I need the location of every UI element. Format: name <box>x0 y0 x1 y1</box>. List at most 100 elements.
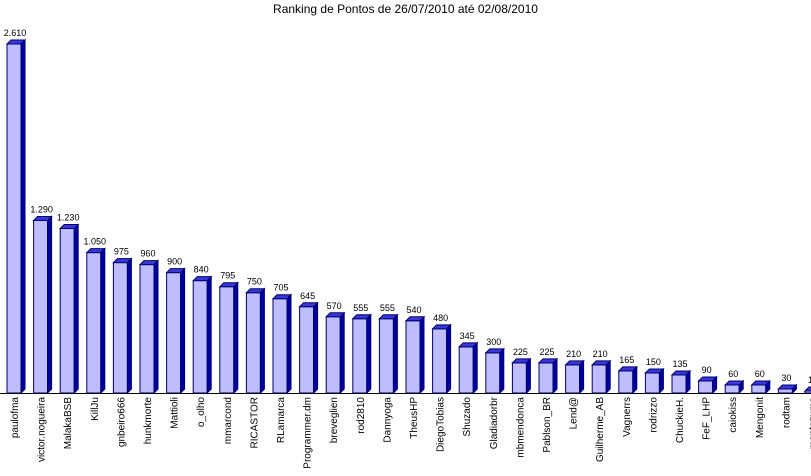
bar-front <box>6 43 22 394</box>
bar <box>457 341 479 395</box>
bar <box>511 357 532 395</box>
bar <box>404 315 426 395</box>
bar <box>58 223 80 395</box>
bar <box>431 323 452 395</box>
category-label: Dannyoga <box>382 397 393 443</box>
bar <box>670 369 692 395</box>
bar <box>112 257 133 395</box>
category-label: rodrizzo <box>648 397 659 433</box>
bar-side <box>685 369 691 395</box>
category-label: breveglien <box>329 397 340 443</box>
bar-front <box>485 352 501 394</box>
bar-front <box>724 384 740 394</box>
bar <box>564 359 585 395</box>
category-label: paulofma <box>10 397 21 439</box>
category-label: Pablson_BR <box>542 397 553 453</box>
bar <box>697 375 718 395</box>
value-label: 345 <box>460 331 475 341</box>
category-label: Programmer.dm <box>303 397 314 469</box>
bar <box>590 359 612 395</box>
bar-front <box>378 318 394 394</box>
bars-layer <box>5 38 811 395</box>
bar <box>138 259 160 395</box>
category-label: rodtam <box>781 397 792 428</box>
bar-side <box>153 259 159 395</box>
category-label: KillJu <box>90 397 101 421</box>
value-label: 30 <box>781 373 791 383</box>
category-label: RLamarca <box>276 397 287 444</box>
bar-side <box>765 379 771 395</box>
bar-front <box>325 316 341 394</box>
bar-side <box>73 223 79 395</box>
bar-side <box>392 313 398 395</box>
bar-front <box>139 264 155 394</box>
bar <box>298 301 319 395</box>
value-label: 150 <box>646 357 661 367</box>
value-label: 210 <box>566 349 581 359</box>
value-label: 900 <box>167 257 182 267</box>
bar <box>32 215 53 395</box>
bar-side <box>499 347 505 395</box>
category-label: o_olho <box>196 397 207 427</box>
category-label: Shuzado <box>462 397 473 437</box>
value-label: 2.610 <box>4 28 27 38</box>
category-label: mmarcond <box>223 397 234 444</box>
value-label: 840 <box>194 265 209 275</box>
bar-front <box>458 346 474 394</box>
category-label: ChuckieH. <box>675 397 686 443</box>
value-label: 975 <box>114 247 129 257</box>
bar <box>218 281 240 395</box>
value-label: 225 <box>513 347 528 357</box>
bar-side <box>605 359 611 395</box>
bar-side <box>712 375 718 395</box>
category-label: Mengonit <box>755 397 766 438</box>
value-label: 135 <box>672 359 687 369</box>
bar-side <box>47 215 53 395</box>
bar-front <box>299 306 315 394</box>
value-label: 705 <box>273 283 288 293</box>
bar-front <box>777 388 793 394</box>
bar <box>271 293 293 395</box>
bar-front <box>432 328 448 394</box>
bar-side <box>100 247 106 395</box>
bar-front <box>86 252 102 394</box>
category-label: mbmendonca <box>515 397 526 458</box>
bar <box>245 287 266 395</box>
bar <box>85 247 107 395</box>
bar-front <box>511 362 527 394</box>
bar <box>777 383 798 395</box>
category-label: montezuma <box>808 397 811 450</box>
bar-front <box>245 292 261 394</box>
bar-side <box>525 357 531 395</box>
bar-side <box>233 281 239 395</box>
bar-side <box>791 383 797 395</box>
value-label: 645 <box>300 291 315 301</box>
bar-side <box>126 257 132 395</box>
bar-side <box>180 267 186 395</box>
category-label: RICASTOR <box>249 397 260 449</box>
labels-layer: 2.610 paulofma 1.290 victor.nogueira 1.230 Ma… <box>4 28 811 469</box>
bar-side <box>419 315 425 395</box>
value-label: 225 <box>539 347 554 357</box>
bar-side <box>339 311 345 395</box>
bar-front <box>405 320 421 394</box>
value-label: 795 <box>220 271 235 281</box>
bar-front <box>618 370 634 394</box>
category-label: Gladiadorbr <box>489 396 500 449</box>
bar-top <box>803 386 811 392</box>
bar-front <box>804 390 811 394</box>
bar-front <box>538 362 554 394</box>
value-label: 165 <box>619 355 634 365</box>
value-label: 540 <box>406 305 421 315</box>
bar-front <box>219 286 235 394</box>
bar-front <box>166 272 182 394</box>
bar <box>617 365 639 395</box>
bar <box>351 313 373 395</box>
category-label: victor.nogueira <box>37 397 48 462</box>
value-label: 210 <box>593 349 608 359</box>
bar-side <box>259 287 265 395</box>
bar-front <box>272 298 288 394</box>
bar <box>378 313 399 395</box>
category-label: Vagnerrs <box>622 397 633 437</box>
